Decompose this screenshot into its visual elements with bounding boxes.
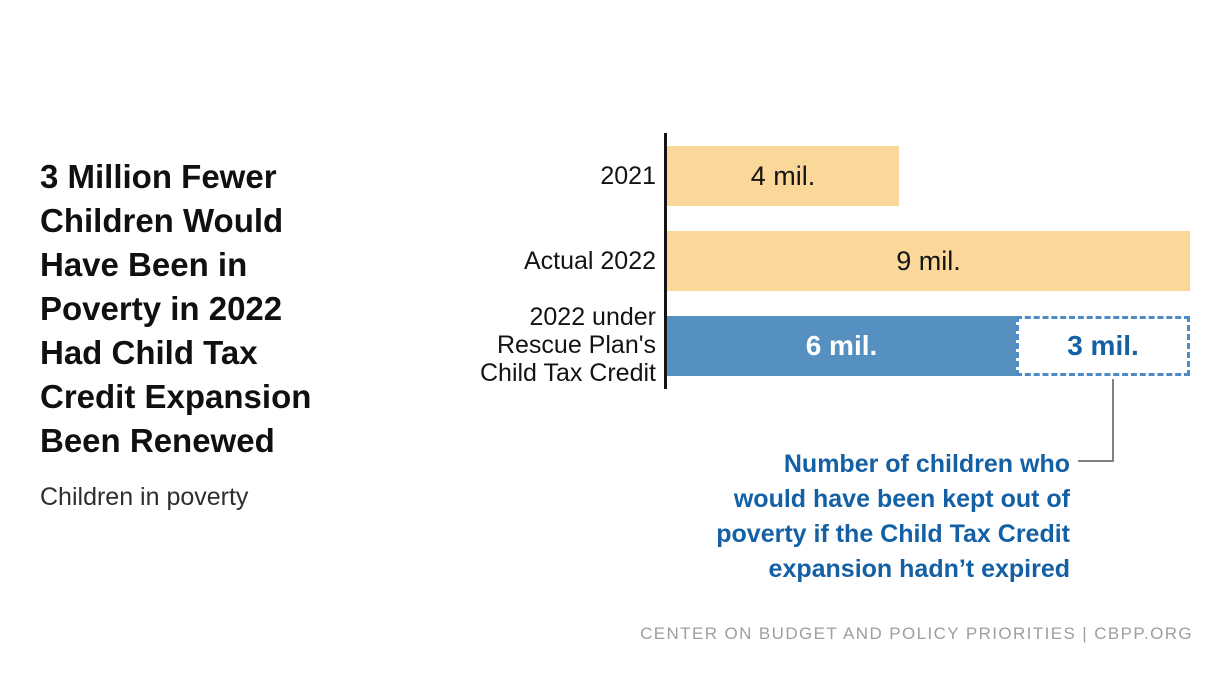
bar-value-label-2021: 4 mil. (750, 160, 816, 191)
bar-2022-rescue-plan-avoided-dashed: 3 mil. (1016, 316, 1190, 376)
category-label-2021: 2021 (600, 161, 656, 190)
bar-value-label-6mil: 6 mil. (805, 330, 878, 361)
bar-value-label-actual-2022: 9 mil. (896, 245, 961, 276)
bar-row-actual-2022: 9 mil. (667, 231, 1190, 291)
callout-line-vertical (1112, 379, 1114, 462)
chart-subtitle: Children in poverty (40, 483, 249, 511)
bar-actual-2022: 9 mil. (667, 231, 1190, 291)
y-axis-line (664, 133, 667, 389)
callout-line-horizontal (1078, 460, 1114, 462)
bar-value-label-3mil: 3 mil. (1067, 330, 1139, 361)
category-label-2022-rescue-plan: 2022 under Rescue Plan's Child Tax Credi… (479, 303, 656, 387)
category-label-actual-2022: Actual 2022 (523, 246, 656, 275)
bar-2021: 4 mil. (667, 146, 899, 206)
bar-2022-rescue-plan-actual: 6 mil. (667, 316, 1016, 376)
bar-row-2022-rescue-plan: 6 mil. 3 mil. (667, 316, 1190, 376)
annotation-text: Number of children who would have been k… (716, 450, 1070, 583)
footer-credit: CENTER ON BUDGET AND POLICY PRIORITIES |… (640, 624, 1193, 643)
chart-title: 3 Million Fewer Children Would Have Been… (40, 158, 312, 459)
bar-row-2021: 4 mil. (667, 146, 899, 206)
